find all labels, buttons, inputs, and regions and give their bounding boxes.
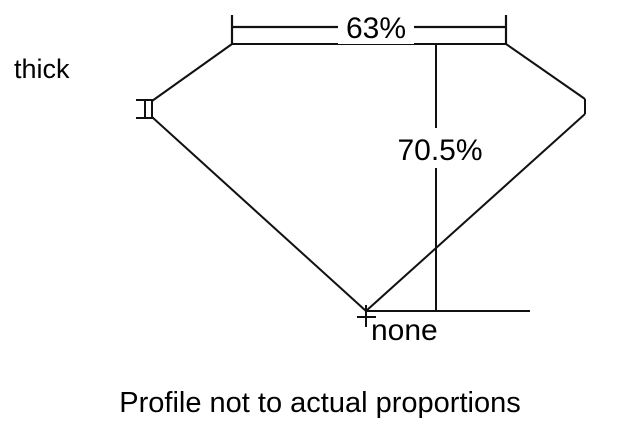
girdle-thickness-label: thick xyxy=(14,54,70,84)
crown-right-slope xyxy=(505,43,586,100)
crown-left-slope xyxy=(151,43,233,102)
girdle-thickness-marker xyxy=(136,99,154,119)
figure-caption: Profile not to actual proportions xyxy=(119,387,520,419)
table-label-backdrop xyxy=(338,8,414,44)
culet-marker xyxy=(357,305,376,327)
culet-label: none xyxy=(371,314,438,347)
gem-outline-group xyxy=(151,43,586,312)
depth-percent-label: 70.5% xyxy=(397,134,482,167)
pavilion-left-slope xyxy=(151,116,367,312)
depth-dimension-group xyxy=(366,44,530,312)
table-percent-label: 63% xyxy=(346,12,406,45)
pavilion-right-slope xyxy=(365,113,586,312)
table-dimension-group xyxy=(230,15,508,45)
depth-label-backdrop xyxy=(388,128,492,168)
